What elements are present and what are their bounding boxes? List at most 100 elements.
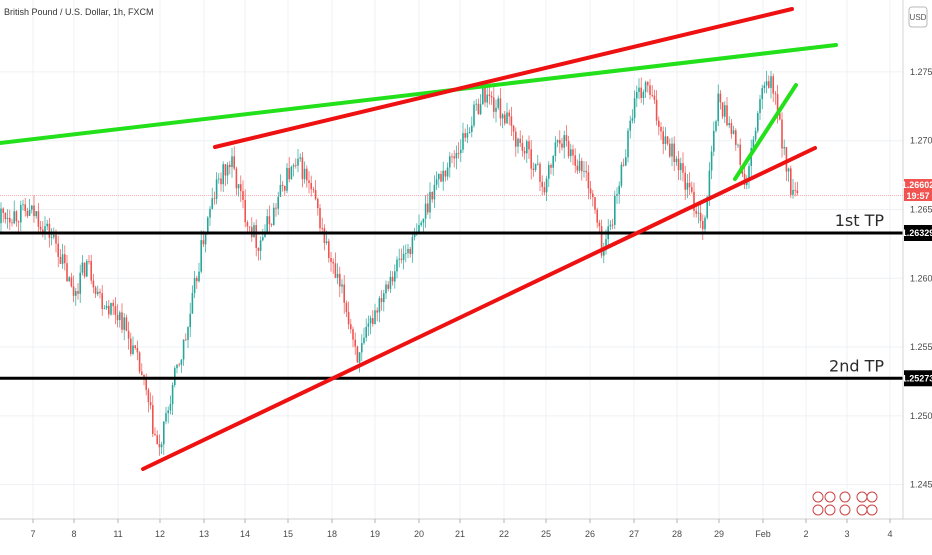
event-flag-icon[interactable] [866, 491, 878, 503]
candle-body [479, 104, 482, 115]
event-flag-icon[interactable] [856, 504, 868, 516]
candle-body [548, 164, 550, 179]
event-flag-icon[interactable] [824, 491, 836, 503]
candle-body [253, 225, 255, 238]
candle-body [33, 205, 35, 217]
event-flag-icon[interactable] [856, 491, 868, 503]
candle-body [499, 98, 502, 119]
candle-body [286, 168, 288, 191]
candle-body [605, 239, 607, 251]
candle-body [189, 313, 191, 328]
candle-body [589, 188, 592, 194]
candle-body [308, 180, 310, 183]
candle-body [6, 217, 9, 220]
candle-body [666, 136, 669, 144]
candle-body [651, 94, 653, 96]
candle-body [171, 385, 174, 405]
candle-body [600, 226, 603, 256]
candle-body [686, 182, 689, 190]
candle-body [570, 149, 572, 157]
candle-body [11, 222, 13, 224]
price-tick-label: 1.27000 [910, 136, 932, 146]
candle-body [398, 258, 400, 260]
candle-body [119, 312, 121, 321]
candle-body [695, 210, 697, 214]
candle-body [101, 293, 103, 309]
candle-body [354, 339, 356, 347]
candle-body [178, 364, 180, 366]
candle-body [55, 234, 57, 244]
candle-body [312, 189, 315, 191]
candle-body [108, 305, 110, 315]
trend-line-red-channel-top[interactable] [213, 7, 794, 149]
time-tick-label: 27 [629, 529, 639, 539]
candle-body [77, 291, 79, 294]
current-price-time: 19:57 [906, 191, 929, 201]
candle-body [68, 277, 70, 282]
candle-body [248, 226, 251, 228]
candle-body [125, 317, 128, 331]
candle-body [737, 144, 739, 146]
candle-body [345, 302, 348, 313]
candle-body [488, 94, 491, 97]
time-tick-label: 18 [327, 529, 337, 539]
candle-body [638, 87, 640, 93]
candle-body [244, 199, 246, 223]
candle-body [288, 168, 290, 180]
candle-body [517, 138, 519, 147]
price-axis[interactable]: 1.27500 1.27000 1.26500 1.26000 1.25500 1.250… [902, 0, 932, 519]
price-tick-label: 1.25500 [910, 342, 932, 352]
time-tick-label: 3 [844, 529, 849, 539]
candle-body [22, 204, 24, 206]
candle-body [543, 187, 546, 193]
candle-body [240, 184, 242, 192]
event-markers[interactable] [812, 491, 878, 516]
event-flag-icon[interactable] [812, 504, 824, 516]
price-tick-label: 1.24500 [910, 480, 932, 490]
currency-badge-box [908, 6, 928, 28]
candle-body [462, 133, 464, 150]
event-flag-icon[interactable] [839, 491, 851, 503]
candle-body [138, 352, 141, 372]
candle-body [9, 217, 11, 223]
candle-body [233, 156, 235, 169]
candle-body [211, 198, 213, 209]
candle-body [633, 98, 636, 119]
event-flag-icon[interactable] [866, 504, 878, 516]
event-flag-icon[interactable] [839, 504, 851, 516]
candle-body [649, 85, 651, 95]
candle-body [596, 209, 598, 223]
trend-line-green-channel-top[interactable] [0, 43, 838, 145]
currency-badge[interactable]: USD [908, 6, 928, 28]
candle-body [680, 163, 682, 171]
candle-body [776, 94, 779, 114]
candle-body [783, 147, 785, 149]
candle-body [226, 164, 229, 176]
event-flag-icon[interactable] [812, 491, 824, 503]
candle-body [688, 182, 691, 188]
event-flag-icon[interactable] [824, 504, 836, 516]
time-axis[interactable]: 7 8 11 12 13 14 15 18 19 20 21 22 25 26 27 28 29 Feb 2 3 4 [0, 518, 932, 539]
horizontal-levels[interactable]: 1st TP 1.26329 2nd TP 1.25273 [0, 195, 932, 387]
candle-body [83, 262, 86, 277]
candle-body [303, 168, 306, 180]
current-price-box [904, 179, 932, 201]
candle-body [387, 284, 389, 289]
candle-body [26, 210, 29, 216]
candle-body [618, 185, 620, 195]
candle-body [642, 91, 645, 98]
trend-line-green-short[interactable] [733, 83, 798, 181]
candle-body [275, 207, 277, 209]
candle-body [528, 141, 530, 150]
candle-body [391, 276, 394, 282]
candle-body [270, 224, 273, 226]
candle-body [246, 222, 249, 227]
trend-lines[interactable] [0, 7, 838, 471]
trend-line-red-channel-bottom[interactable] [141, 146, 817, 471]
candle-body [15, 211, 18, 222]
time-tick-label: 13 [199, 529, 209, 539]
candle-body [284, 185, 286, 191]
time-tick-label: 11 [113, 529, 122, 539]
